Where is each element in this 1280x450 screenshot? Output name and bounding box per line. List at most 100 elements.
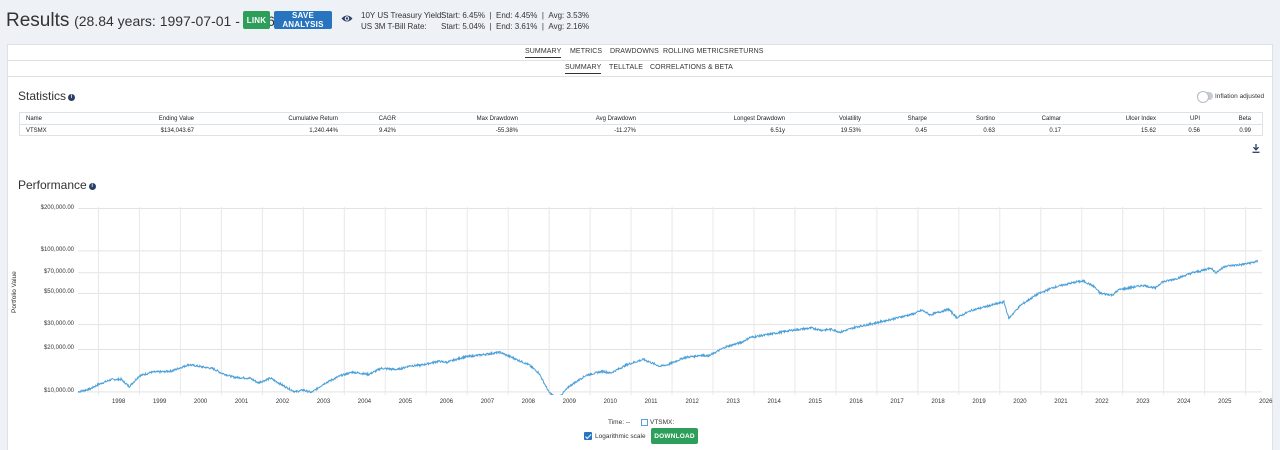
x-tick-label: 2014: [767, 399, 781, 405]
rate-avg: Avg: 3.53%: [548, 11, 590, 20]
results-panel: SUMMARY METRICS DRAWDOWNS ROLLING METRIC…: [7, 44, 1273, 450]
x-tick-label: 2010: [603, 399, 617, 405]
series-line-vtsmx[interactable]: [78, 259, 1259, 395]
x-tick-label: 2003: [316, 399, 331, 405]
stats-header-max-drawdown[interactable]: Max Drawdown: [476, 116, 518, 122]
info-icon[interactable]: i: [88, 183, 96, 190]
treasury-yield-row: 10Y US Treasury Yield: Start: 6.45% | En…: [361, 10, 589, 21]
x-tick-label: 2021: [1054, 399, 1068, 405]
series-legend-swatch[interactable]: [641, 419, 648, 426]
stats-header-ending-value[interactable]: Ending Value: [158, 116, 194, 122]
tab-returns[interactable]: RETURNS: [729, 48, 764, 55]
stats-header-cumulative-return[interactable]: Cumulative Return: [288, 116, 338, 122]
tab-rolling-metrics[interactable]: ROLLING METRICS: [663, 48, 729, 55]
x-tick-label: 2020: [1013, 399, 1027, 405]
rate-start: Start: 5.04%: [441, 22, 486, 31]
stats-cell-avg-drawdown: -11.27%: [614, 128, 636, 134]
link-button[interactable]: LINK: [243, 11, 270, 29]
rate-sep: |: [489, 22, 492, 31]
rate-avg: Avg: 2.16%: [548, 22, 590, 31]
stats-header-upi[interactable]: UPI: [1189, 116, 1200, 122]
secondary-tabs: SUMMARY TELLTALE CORRELATIONS & BETA: [8, 61, 1272, 77]
stats-header-beta[interactable]: Beta: [1238, 116, 1251, 122]
stats-cell-beta: 0.99: [1239, 128, 1251, 134]
logarithmic-scale-checkbox[interactable]: [584, 432, 592, 440]
time-value: --: [625, 419, 631, 426]
tab-summary[interactable]: SUMMARY: [525, 48, 562, 58]
rate-sep: |: [489, 11, 492, 20]
rate-sep: |: [541, 22, 544, 31]
x-tick-label: 2022: [1095, 399, 1109, 405]
statistics-table: Name VTSMX Ending Value $134,043.67 Cumulati…: [19, 112, 1263, 136]
stats-cell-upi: 0.56: [1188, 128, 1200, 134]
x-tick-label: 2004: [357, 399, 372, 405]
stats-header-longest-drawdown[interactable]: Longest Drawdown: [733, 116, 785, 122]
x-tick-label: 2019: [972, 399, 986, 405]
y-tick-label: $20,000.00: [43, 345, 74, 352]
x-tick-label: 2006: [439, 399, 454, 405]
results-header: Results (28.84 years: 1997-07-01 - 2026-…: [0, 0, 1280, 40]
tab-metrics[interactable]: METRICS: [570, 48, 603, 55]
rate-label: US 3M T-Bill Rate:: [361, 22, 427, 31]
performance-chart[interactable]: [78, 199, 1262, 395]
inflation-adjusted-label: Inflation adjusted: [1215, 93, 1265, 100]
eye-icon[interactable]: [341, 14, 353, 23]
subtab-telltale[interactable]: TELLTALE: [609, 64, 643, 71]
x-tick-label: 2024: [1177, 399, 1191, 405]
stats-cell-ending-value: $134,043.67: [160, 128, 194, 134]
x-tick-label: 2011: [644, 399, 658, 405]
inflation-adjusted-toggle[interactable]: [1197, 91, 1213, 103]
rate-label: 10Y US Treasury Yield:: [361, 11, 444, 20]
series-legend-label: VTSMX:: [650, 419, 675, 426]
save-analysis-button[interactable]: SAVE ANALYSIS: [274, 11, 332, 29]
statistics-title: Statistics: [18, 89, 67, 103]
stats-header-avg-drawdown[interactable]: Avg Drawdown: [595, 116, 636, 122]
stats-cell-ulcer-index: 15.62: [1140, 128, 1156, 134]
stats-header-calmar[interactable]: Calmar: [1041, 116, 1061, 122]
subtab-correlations-beta[interactable]: CORRELATIONS & BETA: [650, 64, 733, 71]
x-tick-label: 2001: [234, 399, 249, 405]
page-title: Results (28.84 years: 1997-07-01 - 2026-…: [6, 10, 320, 32]
rate-end: End: 4.45%: [496, 11, 538, 20]
stats-header-ulcer-index[interactable]: Ulcer Index: [1125, 116, 1156, 122]
download-icon[interactable]: [1252, 144, 1260, 153]
tab-drawdowns[interactable]: DRAWDOWNS: [610, 48, 659, 55]
x-tick-label: 2018: [931, 399, 945, 405]
stats-cell-name: VTSMX: [26, 128, 47, 134]
x-tick-label: 2007: [480, 399, 495, 405]
stats-cell-calmar: 0.17: [1049, 128, 1061, 134]
x-tick-label: 2015: [808, 399, 822, 405]
x-tick-label: 2025: [1218, 399, 1232, 405]
logarithmic-scale-label: Logarithmic scale: [595, 433, 646, 440]
x-tick-label: 2008: [521, 399, 536, 405]
performance-title: Performance: [18, 178, 87, 192]
x-tick-label: 1998: [111, 399, 126, 405]
rate-start: Start: 6.45%: [441, 11, 486, 20]
stats-header-cagr[interactable]: CAGR: [378, 116, 396, 122]
x-tick-label: 2017: [890, 399, 904, 405]
x-tick-label: 2002: [275, 399, 290, 405]
stats-cell-cagr: 9.42%: [378, 128, 396, 134]
x-tick-label: 2009: [562, 399, 576, 405]
y-tick-label: $100,000.00: [40, 246, 74, 253]
rate-end: End: 3.61%: [496, 22, 538, 31]
time-label: Time:: [608, 419, 625, 426]
stats-cell-sortino: 0.63: [983, 128, 995, 134]
subtab-summary[interactable]: SUMMARY: [565, 64, 602, 74]
x-tick-label: 2016: [849, 399, 863, 405]
x-tick-label: 1999: [152, 399, 167, 405]
x-tick-label: 2023: [1136, 399, 1150, 405]
y-tick-label: $200,000.00: [40, 204, 74, 211]
stats-header-name[interactable]: Name: [26, 116, 43, 122]
stats-header-volatility[interactable]: Volatility: [838, 116, 861, 122]
statistics-heading: Statistics i: [18, 89, 76, 103]
stats-cell-max-drawdown: -55.38%: [495, 128, 518, 134]
stats-header-sortino[interactable]: Sortino: [975, 116, 995, 122]
download-button[interactable]: DOWNLOAD: [651, 428, 698, 444]
info-icon[interactable]: i: [68, 94, 76, 101]
x-tick-label: 2000: [193, 399, 208, 405]
x-tick-label: 2026: [1259, 399, 1273, 405]
stats-header-sharpe[interactable]: Sharpe: [907, 116, 927, 122]
y-tick-label: $70,000.00: [43, 268, 74, 275]
rate-sep: |: [541, 11, 544, 20]
